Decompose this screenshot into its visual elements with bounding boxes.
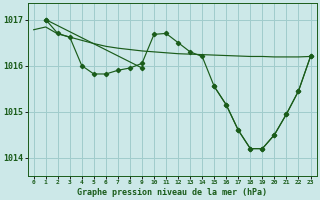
X-axis label: Graphe pression niveau de la mer (hPa): Graphe pression niveau de la mer (hPa) [77,188,267,197]
